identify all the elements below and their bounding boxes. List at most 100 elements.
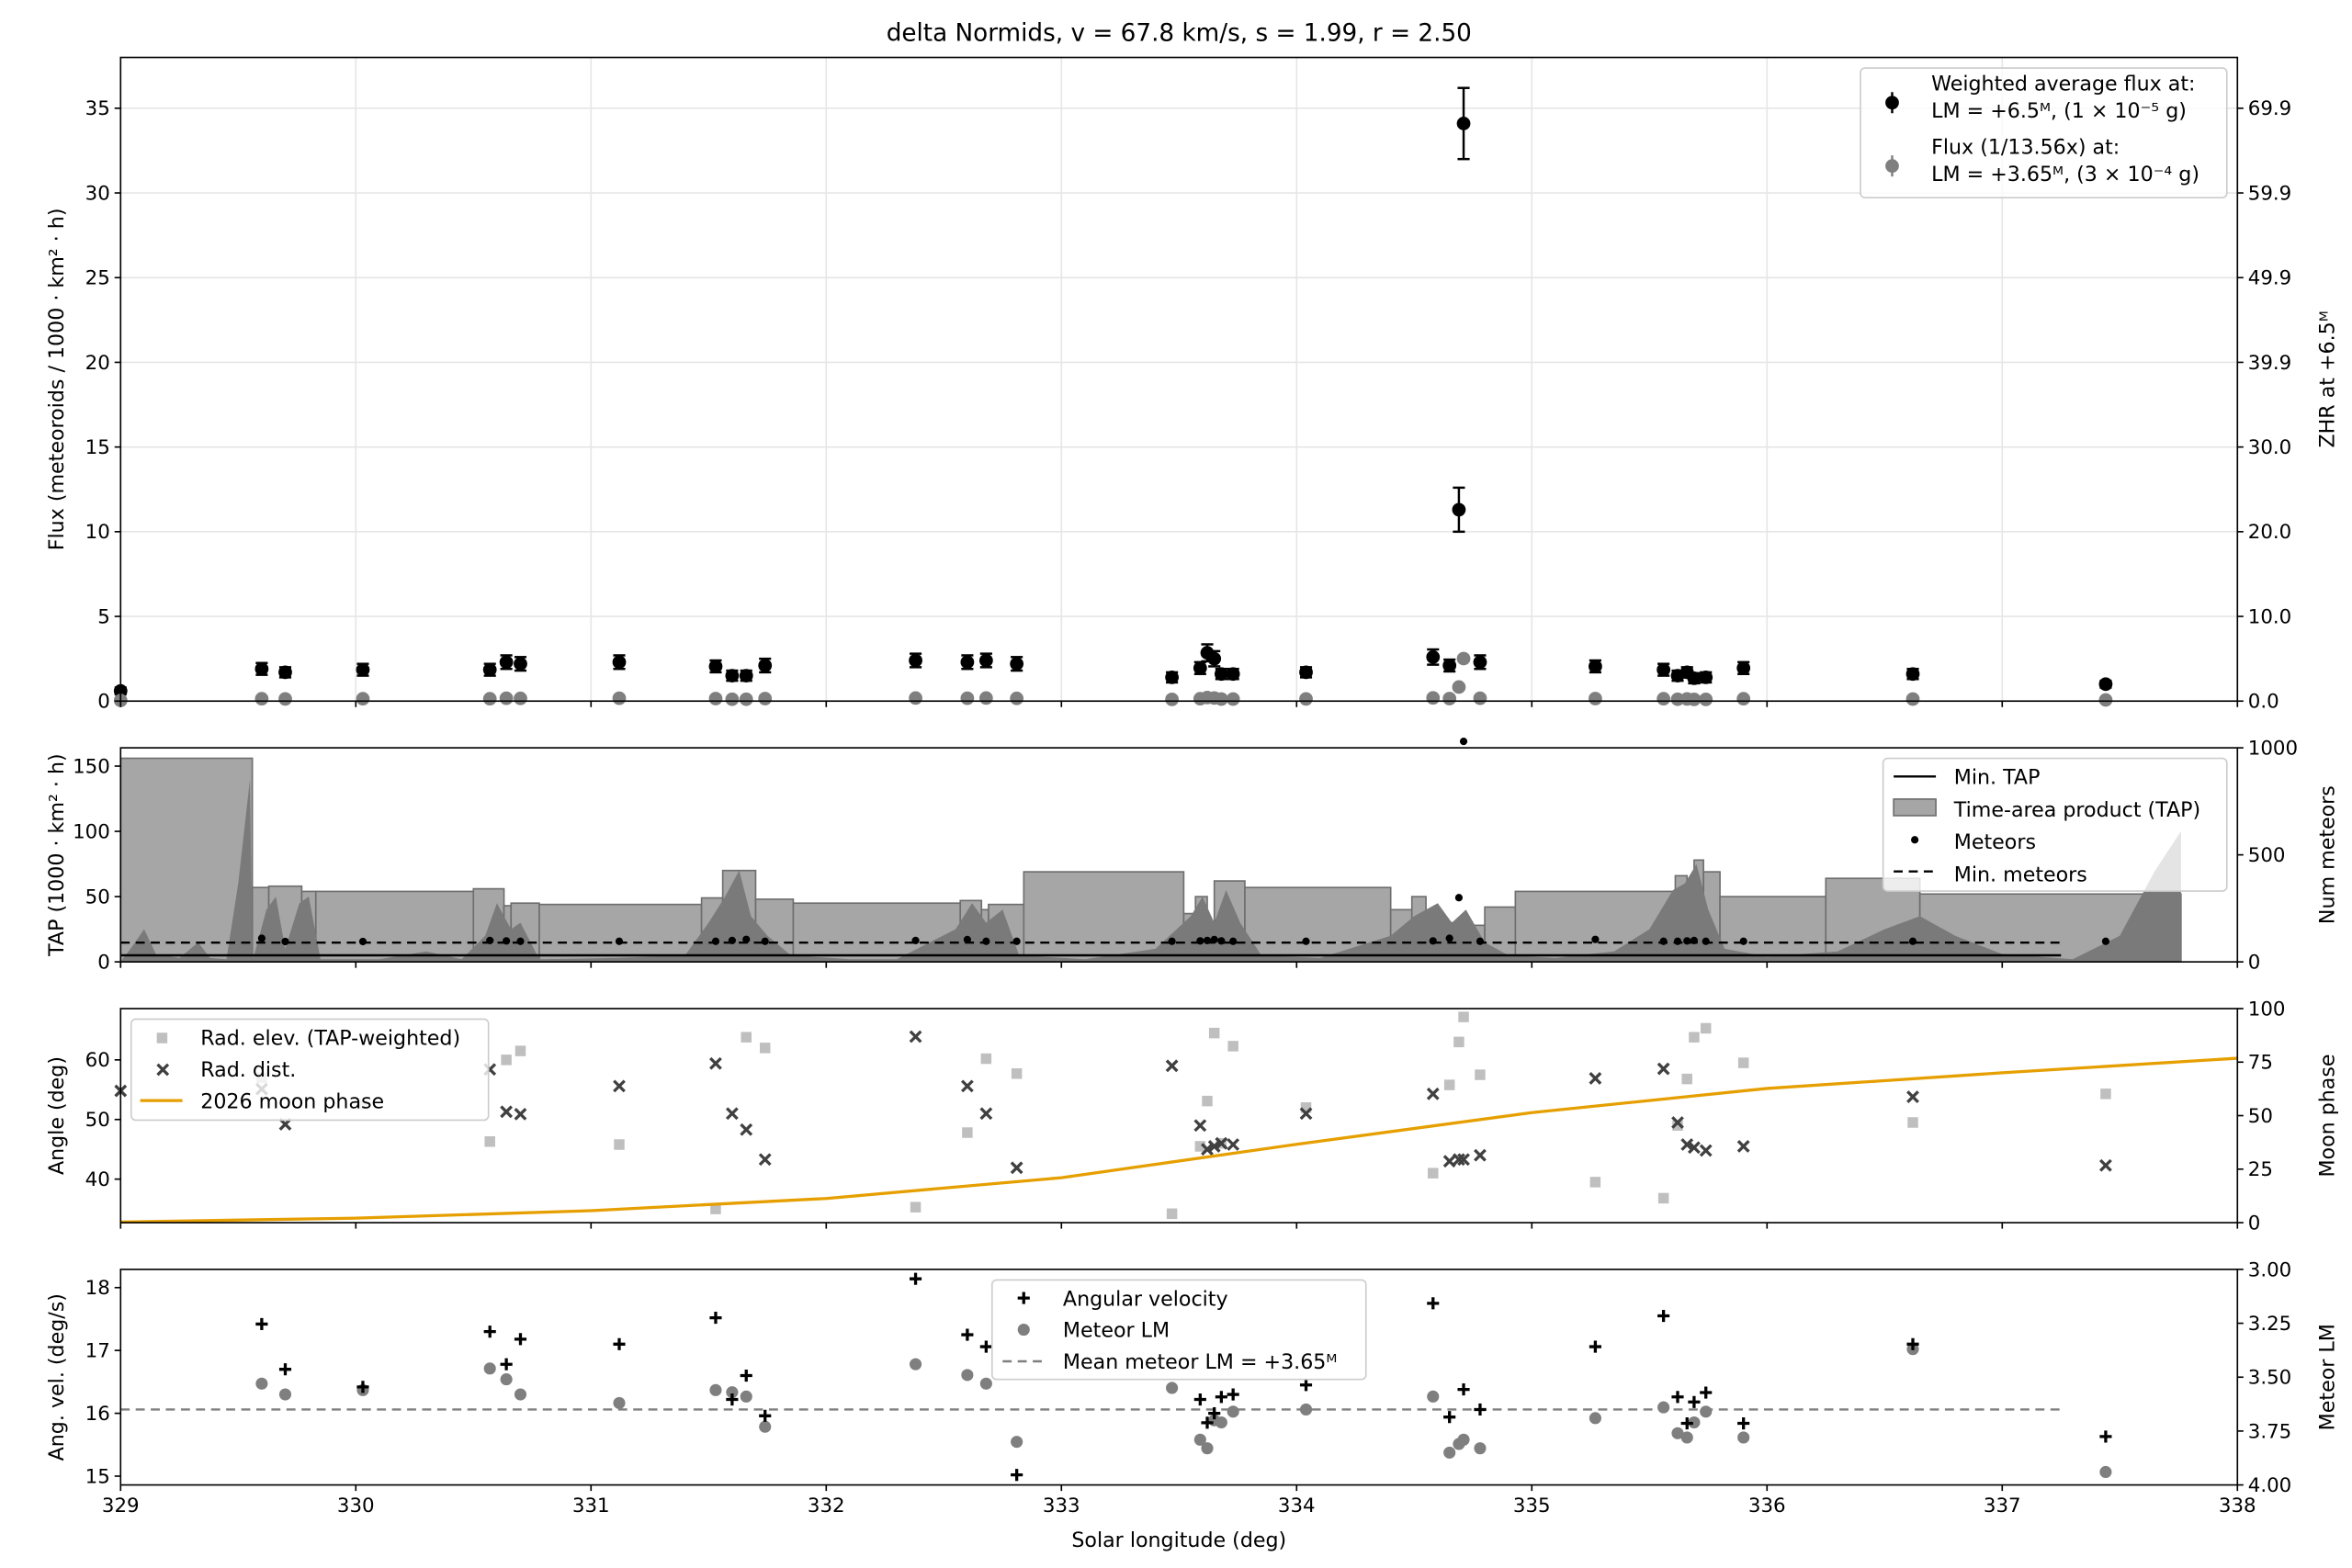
meteor-count-point	[1217, 937, 1226, 945]
legend-plus-icon	[1017, 1292, 1030, 1304]
y-right-axis-label: Num meteors	[2315, 785, 2339, 924]
rad-elev-point	[1681, 1073, 1692, 1085]
rad-elev-point	[1657, 1192, 1669, 1204]
flux-point	[1426, 649, 1441, 664]
meteor-count-point	[728, 936, 736, 944]
angular-velocity-point	[1457, 1383, 1470, 1396]
meteor-count-point	[1739, 937, 1747, 945]
rad-dist-point	[1299, 1107, 1313, 1121]
flux-lm365-point	[1442, 692, 1457, 705]
flux-point	[1226, 667, 1240, 682]
flux-lm365-point	[2098, 693, 2113, 707]
rad-elev-point	[1443, 1079, 1455, 1090]
angular-velocity-point	[1474, 1403, 1487, 1416]
rad-elev-point	[1453, 1036, 1464, 1048]
rad-elev-point	[2100, 1089, 2111, 1100]
meteor-count-point	[1702, 937, 1710, 945]
legend-patch-icon	[1893, 798, 1937, 817]
y-right-axis-label: ZHR at +6.5ᴹ	[2315, 310, 2339, 447]
tap-bar	[314, 890, 475, 963]
legend	[990, 1279, 1367, 1381]
meteor-count-point	[711, 937, 720, 945]
rad-dist-point	[500, 1105, 514, 1119]
rad-elev-point	[1227, 1041, 1238, 1052]
flux-lm365-point	[725, 692, 740, 706]
angular-velocity-point	[1193, 1393, 1206, 1406]
y-axis-label: Ang. vel. (deg/s)	[45, 1293, 69, 1461]
flux-lm365-point	[1905, 692, 1920, 706]
angular-velocity-point	[740, 1369, 752, 1382]
angular-velocity-point	[1589, 1340, 1601, 1353]
rad-elev-point	[1589, 1177, 1601, 1188]
meteor-lm-point	[1299, 1403, 1313, 1416]
rad-elev-point	[1475, 1069, 1486, 1080]
angular-velocity-point	[909, 1272, 922, 1285]
meteor-count-point	[1476, 937, 1485, 945]
rad-dist-point	[1207, 1140, 1221, 1153]
flux-lm365-point	[1299, 692, 1313, 706]
angular-velocity-point	[1737, 1416, 1750, 1430]
rad-dist-point	[1680, 1138, 1694, 1151]
y-right-axis-label: Meteor LM	[2315, 1324, 2339, 1430]
meteor-lm-point	[1193, 1433, 1206, 1446]
flux-lm365-point	[1456, 651, 1471, 666]
y-tick-label: 150	[73, 755, 110, 778]
rad-dist-point	[1201, 1143, 1214, 1156]
flux-lm365-point	[1589, 692, 1602, 705]
rad-elev-point	[1208, 1027, 1220, 1039]
angular-velocity-point	[1427, 1297, 1440, 1310]
meteor-count-point	[1908, 937, 1917, 945]
rad-dist-point	[725, 1107, 739, 1121]
meteor-count-point	[2101, 937, 2110, 945]
meteor-count-point	[257, 934, 266, 942]
legend-label: Time-area product (TAP)	[1953, 798, 2200, 822]
y-tick-label: 50	[85, 1109, 110, 1132]
legend-marker-icon	[1885, 159, 1899, 174]
rad-dist-point	[1215, 1136, 1228, 1150]
legend	[1882, 757, 2228, 892]
flux-point	[1736, 660, 1751, 675]
flux-lm365-point	[1452, 680, 1466, 694]
meteor-count-point	[1196, 937, 1204, 945]
flux-lm365-point	[1473, 691, 1487, 705]
angular-velocity-point	[1680, 1416, 1693, 1430]
legend-label: Min. TAP	[1954, 766, 2041, 790]
x-tick-label: 333	[1043, 1495, 1080, 1517]
tap-bar	[1023, 871, 1185, 963]
y-right-tick-label: 500	[2248, 844, 2286, 867]
rad-elev-point	[910, 1201, 922, 1213]
meteor-count-point	[1302, 937, 1310, 945]
flux-lm365-point	[356, 692, 370, 706]
angular-velocity-point	[1215, 1391, 1227, 1404]
y-tick-label: 18	[85, 1277, 110, 1300]
flux-point	[1193, 660, 1207, 675]
meteor-lm-point	[514, 1388, 527, 1401]
legend-label: Weighted average flux at:	[1931, 73, 2195, 96]
angular-velocity-point	[1299, 1379, 1313, 1392]
meteor-lm-point	[1443, 1446, 1456, 1459]
legend-square-icon	[156, 1032, 168, 1043]
rad-dist-point	[758, 1153, 772, 1167]
rad-dist-point	[909, 1030, 922, 1043]
y-right-tick-label: 20.0	[2248, 521, 2292, 544]
angular-velocity-point	[1443, 1411, 1456, 1424]
y-right-tick-label: 3.75	[2248, 1420, 2292, 1443]
meteor-lm-point	[961, 1369, 974, 1382]
flux-point	[1687, 671, 1702, 685]
meteor-count-point	[1690, 936, 1699, 944]
flux-lm365-point	[1687, 693, 1702, 706]
y-right-tick-label: 59.9	[2248, 182, 2292, 205]
y-right-tick-label: 30.0	[2248, 436, 2292, 459]
rad-dist-point	[1671, 1116, 1684, 1129]
flux-point	[909, 653, 922, 668]
flux-lm365-point	[909, 691, 922, 705]
flux-point	[1452, 502, 1466, 517]
meteor-lm-point	[255, 1377, 268, 1390]
flux-point	[1473, 655, 1487, 670]
angular-velocity-point	[483, 1325, 496, 1338]
legend-label: Rad. elev. (TAP-weighted)	[200, 1026, 460, 1050]
y-right-tick-label: 0	[2248, 1212, 2261, 1235]
x-axis-label: Solar longitude (deg)	[1071, 1529, 1286, 1552]
flux-point	[1905, 667, 1920, 682]
meteor-count-point	[742, 935, 751, 943]
